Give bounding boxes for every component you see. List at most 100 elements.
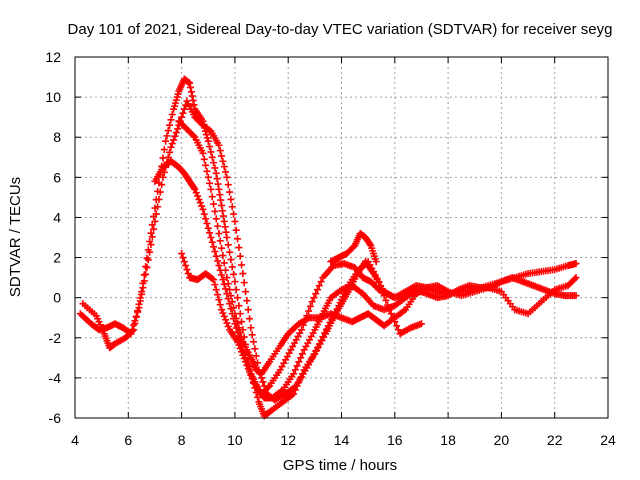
data-point [210, 159, 218, 167]
data-point [213, 175, 221, 183]
data-point [236, 328, 244, 336]
data-point [148, 233, 156, 241]
data-series-track-5 [178, 250, 580, 398]
data-point [167, 143, 175, 151]
data-point [303, 312, 311, 320]
y-tick-label: 4 [53, 209, 61, 225]
data-point [200, 155, 208, 163]
data-marks [76, 75, 580, 420]
data-point [156, 188, 164, 196]
data-point [571, 275, 579, 283]
data-point [223, 173, 231, 181]
data-point [239, 270, 247, 278]
data-point [202, 215, 210, 223]
data-point [227, 292, 235, 300]
data-point [187, 88, 195, 96]
data-point [231, 278, 239, 286]
data-point [231, 217, 239, 225]
data-point [319, 333, 327, 341]
data-point [248, 375, 256, 383]
data-point [242, 288, 250, 296]
data-point [215, 141, 223, 149]
data-point [138, 290, 146, 298]
data-point [218, 152, 226, 160]
data-point [223, 319, 231, 327]
data-point [183, 266, 191, 274]
data-point [394, 326, 402, 334]
data-point [142, 263, 150, 271]
data-point [168, 140, 176, 148]
data-point [184, 270, 192, 278]
data-point [140, 277, 148, 285]
data-point [208, 153, 216, 161]
data-point [167, 116, 175, 124]
data-point [317, 278, 325, 286]
data-point [207, 234, 215, 241]
data-point [228, 263, 236, 271]
data-point [219, 252, 227, 260]
data-point [158, 181, 166, 189]
data-point [166, 148, 174, 156]
y-axis-label: SDTVAR / TECUs [7, 177, 24, 297]
data-point [196, 199, 204, 207]
data-point [206, 229, 214, 237]
data-point [207, 185, 215, 193]
data-point [216, 191, 224, 199]
data-point [224, 322, 232, 330]
data-point [189, 96, 197, 104]
x-tick-label: 18 [440, 432, 456, 448]
data-point [128, 325, 136, 333]
data-point [232, 286, 240, 294]
data-point [134, 308, 142, 316]
data-point [217, 196, 225, 204]
data-point [218, 306, 226, 314]
data-point [174, 125, 182, 133]
data-point [144, 256, 152, 264]
data-point [215, 262, 223, 270]
data-point [170, 136, 178, 144]
data-point [239, 351, 247, 359]
data-point [264, 383, 272, 391]
data-point [226, 248, 234, 256]
data-point [216, 147, 224, 155]
data-point [210, 200, 218, 208]
data-point [203, 167, 211, 175]
data-point [244, 306, 252, 314]
data-point [230, 304, 238, 312]
data-point [163, 132, 171, 140]
data-point [247, 371, 255, 379]
data-point [152, 210, 160, 218]
data-point [317, 336, 325, 344]
data-point [231, 310, 239, 318]
data-point [250, 338, 258, 346]
data-point [204, 224, 212, 232]
y-tick-label: 8 [53, 129, 61, 145]
data-point [382, 296, 390, 304]
x-axis-ticks: 4 6 8 10 12 14 16 18 20 22 24 [71, 57, 616, 448]
data-point [242, 358, 250, 366]
data-point [220, 312, 228, 320]
data-point [219, 276, 227, 284]
data-point [166, 121, 174, 129]
data-point [219, 157, 227, 165]
data-point [160, 146, 168, 154]
y-tick-label: 2 [53, 250, 61, 266]
data-point [246, 315, 254, 323]
data-series-track-6 [327, 229, 380, 266]
data-point [244, 365, 252, 373]
data-point [417, 320, 425, 328]
data-point [387, 310, 395, 318]
data-point [199, 205, 207, 213]
data-point [226, 188, 234, 196]
data-point [234, 294, 242, 302]
chart-title: Day 101 of 2021, Sidereal Day-to-day VTE… [68, 21, 613, 38]
data-point [293, 362, 301, 370]
data-point [375, 278, 383, 286]
data-point [130, 321, 138, 329]
data-point [259, 378, 267, 386]
data-point [226, 286, 234, 294]
data-point [180, 258, 188, 266]
data-point [179, 109, 187, 117]
data-point [135, 304, 143, 312]
data-point [222, 266, 230, 274]
